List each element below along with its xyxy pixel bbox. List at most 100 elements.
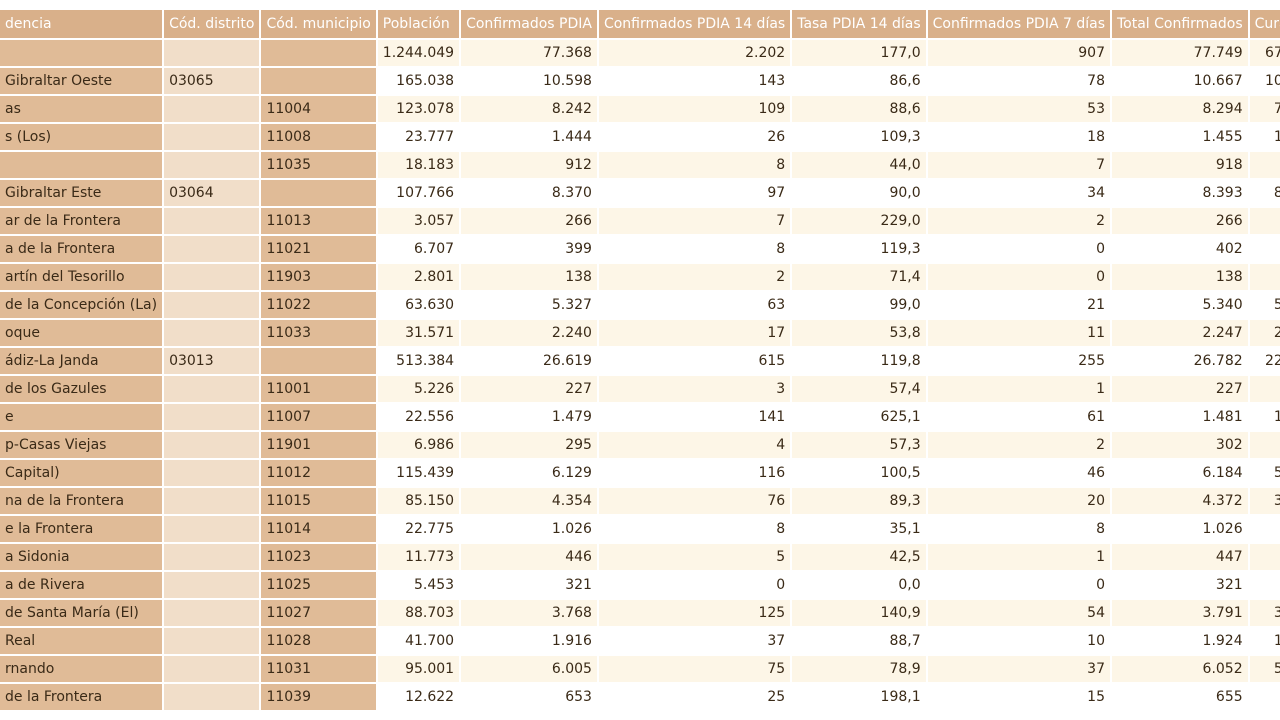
cell-curados: 1.01 — [1249, 404, 1280, 432]
cell-tasa-pdia-14: 86,6 — [792, 68, 926, 96]
cell-confirmados-pdia: 653 — [461, 684, 597, 712]
cell-tasa-pdia-14: 88,7 — [792, 628, 926, 656]
cell-poblacion: 165.038 — [377, 68, 460, 96]
cell-territorio[interactable]: s (Los) — [0, 124, 163, 152]
cell-territorio[interactable]: a de Rivera — [0, 572, 163, 600]
cell-confirmados-pdia: 399 — [461, 236, 597, 264]
cell-tasa-pdia-14: 42,5 — [792, 544, 926, 572]
cell-confirmados-pdia: 6.129 — [461, 460, 597, 488]
cell-tasa-pdia-14: 89,3 — [792, 488, 926, 516]
cell-territorio[interactable]: na de la Frontera — [0, 488, 163, 516]
cell-territorio[interactable]: a Sidonia — [0, 544, 163, 572]
cell-cod-distrito — [164, 544, 260, 572]
cell-territorio[interactable]: e — [0, 404, 163, 432]
cell-cod-municipio: 11013 — [261, 208, 376, 236]
cell-territorio[interactable]: ádiz-La Janda — [0, 348, 163, 376]
cell-total-confirmados: 2.247 — [1111, 320, 1248, 348]
cell-cod-municipio: 11903 — [261, 264, 376, 292]
cell-territorio[interactable]: Real — [0, 628, 163, 656]
header-cod-distrito[interactable]: Cód. distrito — [164, 10, 260, 40]
cell-confirmados-pdia: 912 — [461, 152, 597, 180]
cell-poblacion: 18.183 — [377, 152, 460, 180]
cell-confirmados-pdia-14: 76 — [598, 488, 791, 516]
header-tasa-pdia-14[interactable]: Tasa PDIA 14 días — [792, 10, 926, 40]
cell-curados: 3.15 — [1249, 600, 1280, 628]
cell-confirmados-pdia-7: 8 — [927, 516, 1110, 544]
cell-tasa-pdia-14: 109,3 — [792, 124, 926, 152]
cell-territorio[interactable]: ar de la Frontera — [0, 208, 163, 236]
cell-total-confirmados: 266 — [1111, 208, 1248, 236]
cell-confirmados-pdia: 6.005 — [461, 656, 597, 684]
cell-territorio[interactable]: artín del Tesorillo — [0, 264, 163, 292]
cell-confirmados-pdia-7: 34 — [927, 180, 1110, 208]
cell-tasa-pdia-14: 90,0 — [792, 180, 926, 208]
header-confirmados-pdia-14[interactable]: Confirmados PDIA 14 días — [598, 10, 791, 40]
header-cod-municipio[interactable]: Cód. municipio — [261, 10, 376, 40]
cell-poblacion: 11.773 — [377, 544, 460, 572]
cell-tasa-pdia-14: 177,0 — [792, 40, 926, 68]
cell-curados: 25 — [1249, 432, 1280, 460]
cell-confirmados-pdia-14: 116 — [598, 460, 791, 488]
cell-poblacion: 1.244.049 — [377, 40, 460, 68]
cell-poblacion: 5.453 — [377, 572, 460, 600]
cell-confirmados-pdia: 266 — [461, 208, 597, 236]
cell-territorio[interactable]: e la Frontera — [0, 516, 163, 544]
cell-confirmados-pdia: 321 — [461, 572, 597, 600]
cell-tasa-pdia-14: 119,8 — [792, 348, 926, 376]
cell-territorio[interactable]: Gibraltar Oeste — [0, 68, 163, 96]
cell-territorio[interactable]: de los Gazules — [0, 376, 163, 404]
cell-poblacion: 95.001 — [377, 656, 460, 684]
cell-territorio[interactable]: a de la Frontera — [0, 236, 163, 264]
cell-total-confirmados: 447 — [1111, 544, 1248, 572]
cell-territorio[interactable]: oque — [0, 320, 163, 348]
cell-tasa-pdia-14: 35,1 — [792, 516, 926, 544]
cell-confirmados-pdia: 5.327 — [461, 292, 597, 320]
cell-cod-municipio — [261, 348, 376, 376]
cell-cod-municipio: 11021 — [261, 236, 376, 264]
cell-territorio[interactable]: Gibraltar Este — [0, 180, 163, 208]
cell-confirmados-pdia-14: 3 — [598, 376, 791, 404]
cell-curados: 22.45 — [1249, 348, 1280, 376]
cell-curados: 54 — [1249, 684, 1280, 712]
cell-territorio[interactable] — [0, 152, 163, 180]
cell-tasa-pdia-14: 88,6 — [792, 96, 926, 124]
cell-total-confirmados: 227 — [1111, 376, 1248, 404]
cell-territorio[interactable]: de la Frontera — [0, 684, 163, 712]
table-row: na de la Frontera 11015 85.150 4.354 76 89,3 2… — [0, 488, 1280, 516]
covid-data-table: dencia Cód. distrito Cód. municipio Pobl… — [0, 10, 1280, 712]
cell-curados: 94 — [1249, 516, 1280, 544]
cell-territorio[interactable]: Capital) — [0, 460, 163, 488]
cell-total-confirmados: 1.481 — [1111, 404, 1248, 432]
cell-cod-distrito — [164, 152, 260, 180]
header-poblacion[interactable]: Población — [377, 10, 460, 40]
header-confirmados-pdia-7[interactable]: Confirmados PDIA 7 días — [927, 10, 1110, 40]
cell-territorio[interactable]: de Santa María (El) — [0, 600, 163, 628]
cell-cod-distrito — [164, 292, 260, 320]
cell-curados: 1.67 — [1249, 628, 1280, 656]
cell-cod-distrito — [164, 96, 260, 124]
cell-poblacion: 12.622 — [377, 684, 460, 712]
cell-territorio[interactable]: de la Concepción (La) — [0, 292, 163, 320]
cell-confirmados-pdia: 2.240 — [461, 320, 597, 348]
cell-confirmados-pdia-14: 8 — [598, 236, 791, 264]
header-total-confirmados[interactable]: Total Confirmados — [1111, 10, 1248, 40]
header-curados[interactable]: Curado — [1249, 10, 1280, 40]
header-territorio[interactable]: dencia — [0, 10, 163, 40]
cell-territorio[interactable]: p-Casas Viejas — [0, 432, 163, 460]
cell-territorio[interactable]: as — [0, 96, 163, 124]
cell-confirmados-pdia-7: 1 — [927, 544, 1110, 572]
table-row: de la Frontera 11039 12.622 653 25 198,1 15 655… — [0, 684, 1280, 712]
cell-territorio[interactable]: rnando — [0, 656, 163, 684]
cell-total-confirmados: 1.455 — [1111, 124, 1248, 152]
header-confirmados-pdia[interactable]: Confirmados PDIA — [461, 10, 597, 40]
cell-curados: 88 — [1249, 152, 1280, 180]
cell-curados: 67.47 — [1249, 40, 1280, 68]
cell-territorio[interactable] — [0, 40, 163, 68]
cell-confirmados-pdia-7: 11 — [927, 320, 1110, 348]
